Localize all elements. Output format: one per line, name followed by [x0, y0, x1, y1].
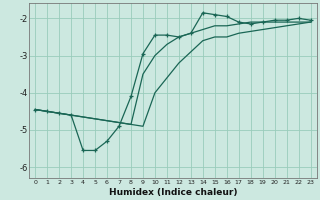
- X-axis label: Humidex (Indice chaleur): Humidex (Indice chaleur): [108, 188, 237, 197]
